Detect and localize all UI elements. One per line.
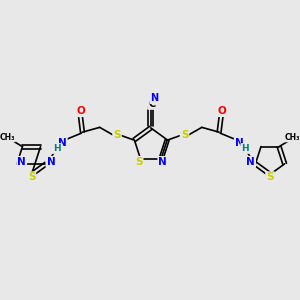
Text: N: N xyxy=(17,157,26,167)
Text: S: S xyxy=(266,172,274,182)
Text: N: N xyxy=(58,138,67,148)
Text: H: H xyxy=(53,144,60,153)
Text: N: N xyxy=(246,157,255,167)
Text: N: N xyxy=(235,138,244,148)
Text: CH₃: CH₃ xyxy=(285,133,300,142)
Text: N: N xyxy=(46,157,55,167)
Text: H: H xyxy=(241,144,249,153)
Text: O: O xyxy=(76,106,85,116)
Text: CH₃: CH₃ xyxy=(0,133,15,142)
Text: N: N xyxy=(151,93,159,103)
Text: S: S xyxy=(113,130,121,140)
Text: N: N xyxy=(158,157,167,167)
Text: O: O xyxy=(218,106,226,116)
Text: S: S xyxy=(135,157,142,167)
Text: C: C xyxy=(148,99,155,109)
Text: S: S xyxy=(28,172,35,182)
Text: S: S xyxy=(181,130,188,140)
